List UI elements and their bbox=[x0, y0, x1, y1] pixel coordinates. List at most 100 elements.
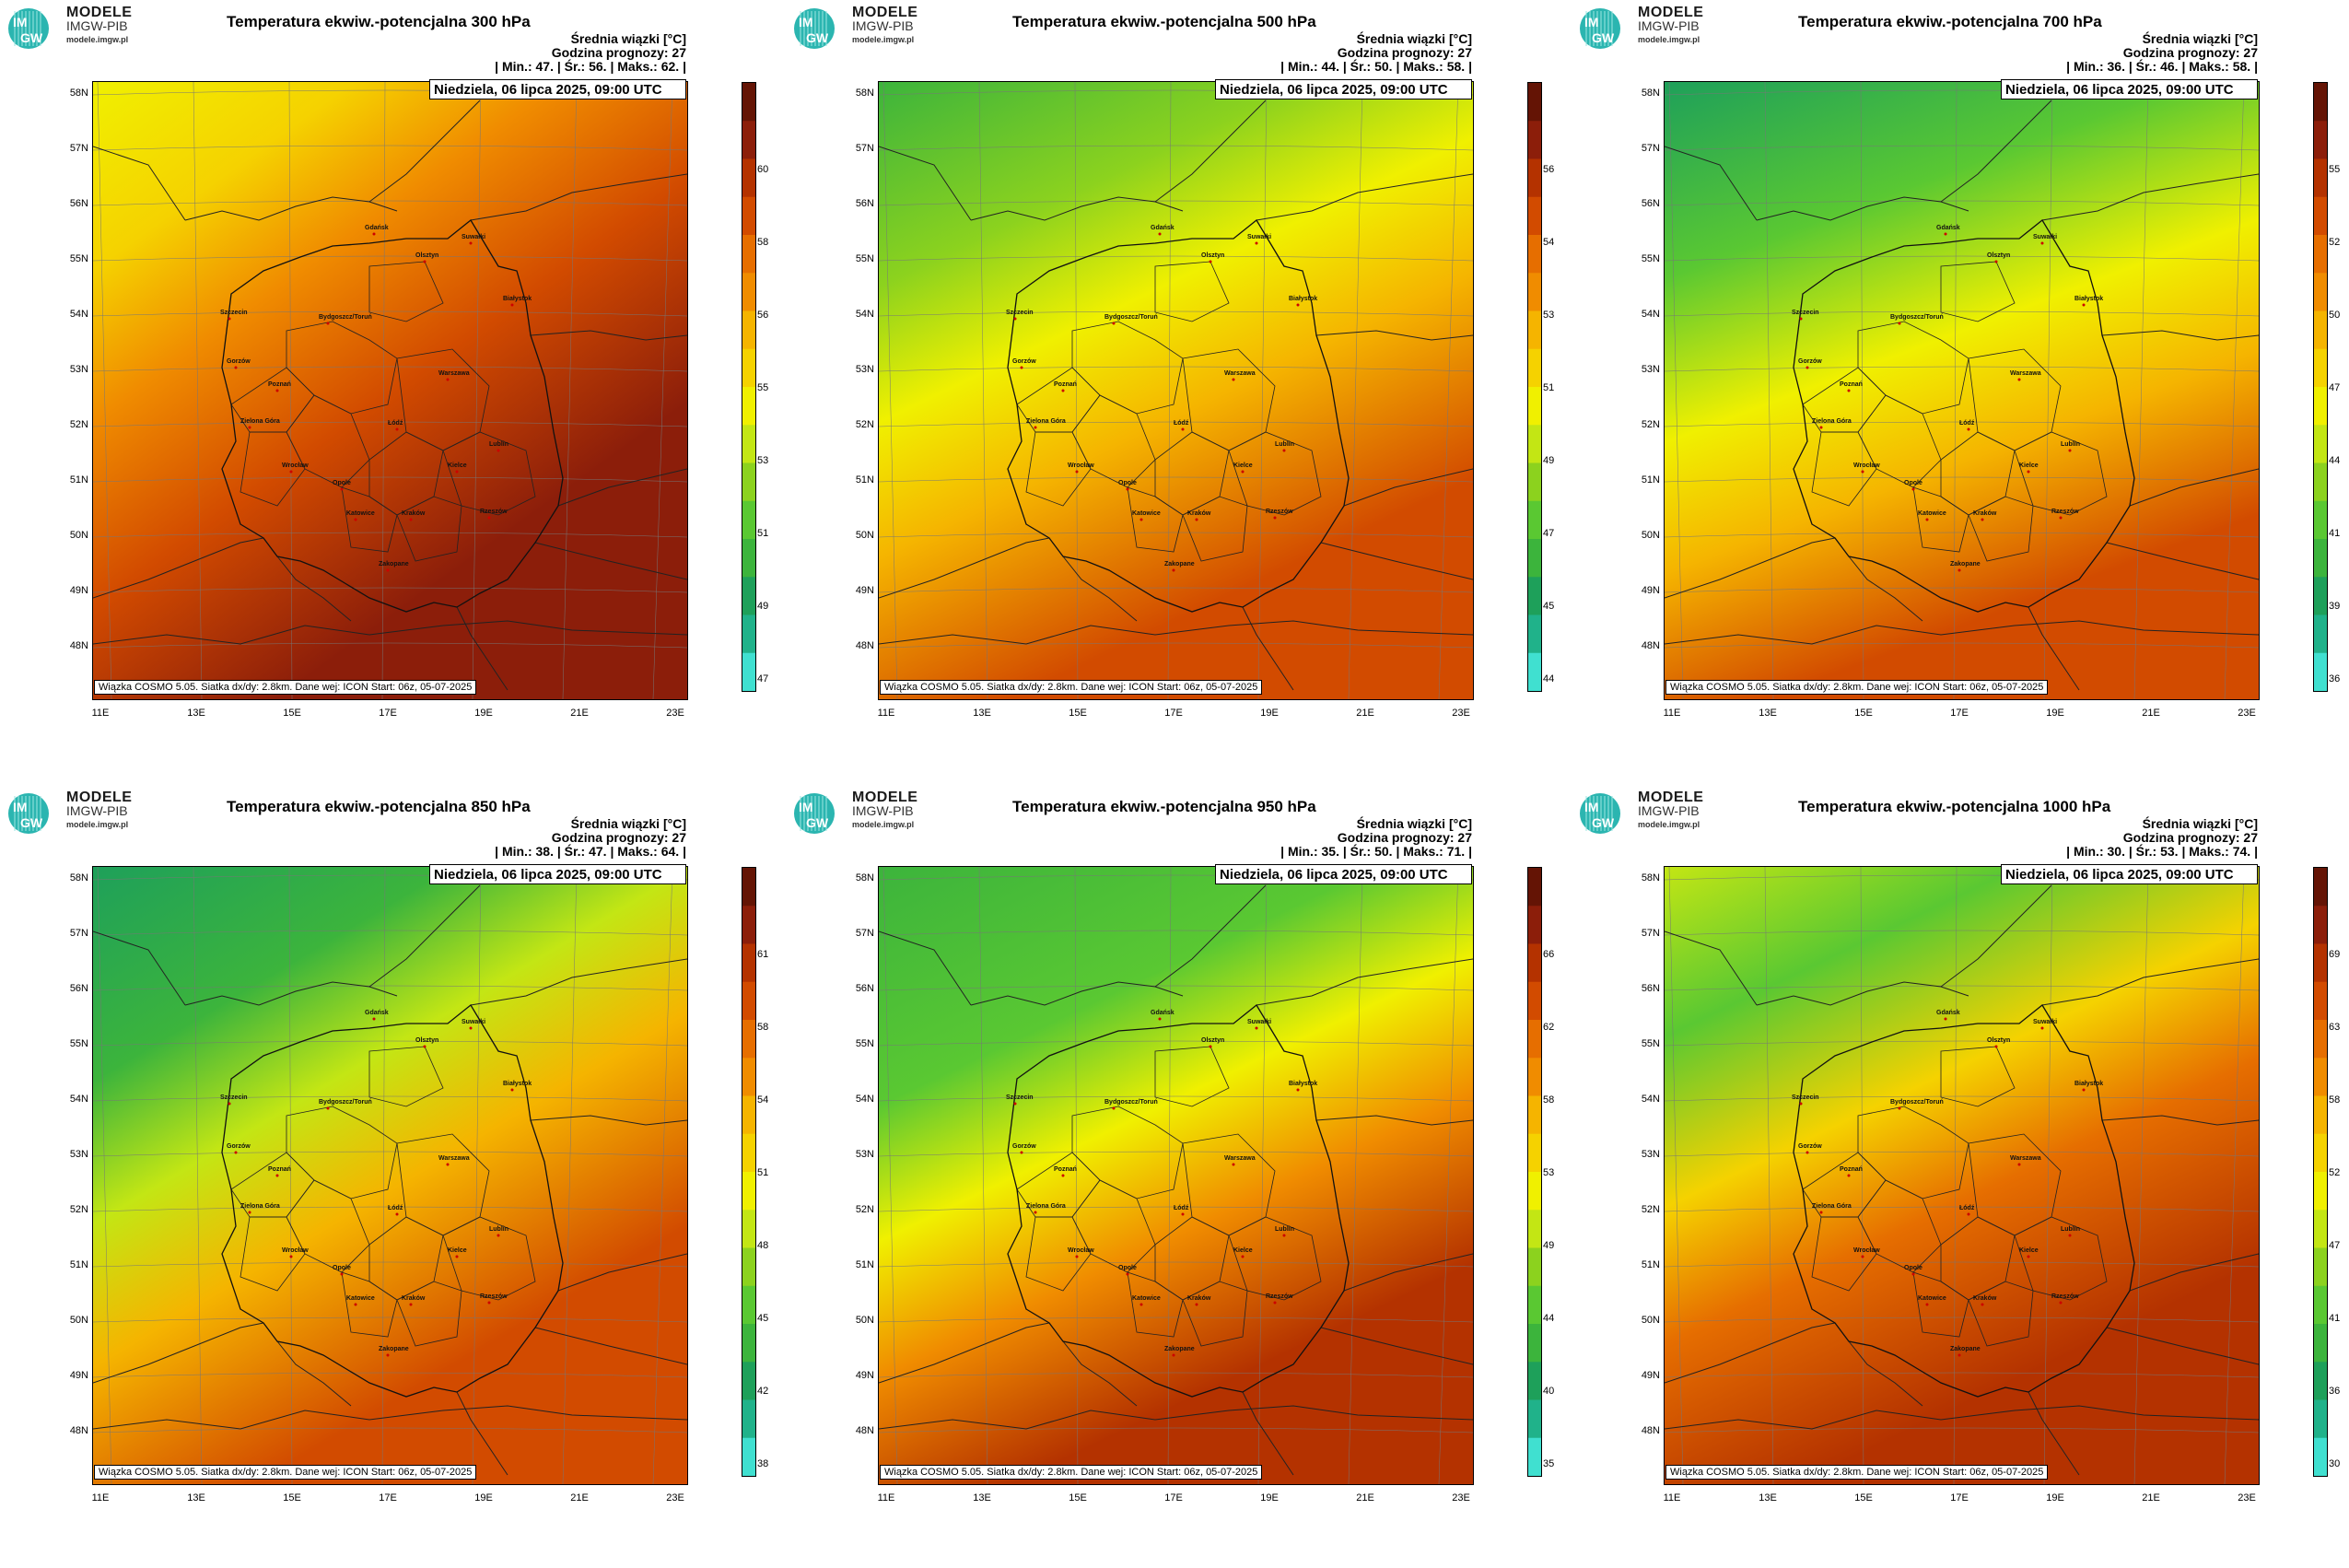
forecast-hour: Godzina prognozy: 27 bbox=[551, 830, 686, 845]
grid-meridian bbox=[882, 867, 898, 1484]
country-border bbox=[368, 884, 481, 988]
city-marker bbox=[1898, 322, 1901, 325]
latitude-label: 55N bbox=[855, 253, 874, 264]
datetime-box: Niedziela, 06 lipca 2025, 09:00 UTC bbox=[2001, 864, 2258, 884]
brand-block: MODELE IMGW-PIB modele.imgw.pl bbox=[66, 790, 132, 832]
longitude-label: 17E bbox=[1950, 708, 1969, 719]
map-area[interactable]: Gdańsk Olsztyn Suwałki Szczecin Białystok Byd… bbox=[1664, 866, 2260, 1485]
colorbar-segment bbox=[2314, 425, 2327, 463]
colorbar-segment bbox=[742, 1020, 755, 1059]
temperature-field bbox=[879, 867, 1473, 1484]
city-marker bbox=[1139, 1303, 1143, 1306]
city-marker bbox=[446, 1163, 450, 1166]
brand-url[interactable]: modele.imgw.pl bbox=[66, 35, 129, 44]
map-area[interactable]: Gdańsk Olsztyn Suwałki Szczecin Białystok Byd… bbox=[92, 81, 688, 700]
voivodeship-border bbox=[1025, 431, 1092, 507]
city-label: Katowice bbox=[1918, 510, 1946, 517]
city-marker bbox=[1898, 1106, 1901, 1110]
city-label: Poznań bbox=[1840, 1166, 1863, 1173]
longitude-label: 13E bbox=[187, 1492, 205, 1504]
colorbar-tick: 51 bbox=[757, 528, 769, 539]
grid-parallel bbox=[879, 366, 1473, 372]
colorbar bbox=[2313, 867, 2328, 1477]
forecast-panel: IM GW MODELE IMGW-PIB modele.imgw.pl Temperat… bbox=[1572, 785, 2349, 1568]
brand-subtitle: IMGW-PIB bbox=[1638, 18, 1700, 33]
colorbar-segment bbox=[742, 577, 755, 615]
city-marker bbox=[1925, 518, 1929, 521]
city-label: Lublin bbox=[1275, 1226, 1294, 1233]
brand-url[interactable]: modele.imgw.pl bbox=[1638, 35, 1700, 44]
latitude-label: 57N bbox=[1641, 143, 1660, 154]
city-marker bbox=[1075, 470, 1079, 474]
forecast-panel: IM GW MODELE IMGW-PIB modele.imgw.pl Temperat… bbox=[1572, 0, 2349, 783]
info-title: Średnia wiązki [°C] bbox=[570, 31, 686, 46]
grid-parallel bbox=[93, 1040, 687, 1047]
grid-parallel bbox=[1665, 476, 2259, 483]
country-border bbox=[93, 1405, 687, 1430]
city-label: Lublin bbox=[2061, 1226, 2080, 1233]
city-label: Warszawa bbox=[438, 1155, 470, 1162]
city-marker bbox=[372, 232, 376, 236]
map-area[interactable]: Gdańsk Olsztyn Suwałki Szczecin Białystok Byd… bbox=[878, 81, 1474, 700]
city-label: Gdańsk bbox=[1936, 225, 1960, 231]
colorbar-segment bbox=[1528, 1362, 1541, 1400]
longitude-label: 23E bbox=[1452, 1492, 1470, 1504]
map-area[interactable]: Gdańsk Olsztyn Suwałki Szczecin Białystok Byd… bbox=[92, 866, 688, 1485]
brand-url[interactable]: modele.imgw.pl bbox=[852, 35, 915, 44]
longitude-label: 11E bbox=[1663, 708, 1681, 719]
city-marker bbox=[1158, 232, 1162, 236]
city-marker bbox=[1967, 427, 1970, 431]
latitude-label: 50N bbox=[855, 1315, 874, 1326]
grid-parallel bbox=[1665, 985, 2259, 991]
latitude-label: 55N bbox=[69, 253, 88, 264]
city-label: Zielona Góra bbox=[240, 1203, 280, 1210]
colorbar-segment bbox=[742, 462, 755, 501]
brand-url[interactable]: modele.imgw.pl bbox=[66, 820, 129, 829]
country-border bbox=[456, 606, 508, 691]
city-marker bbox=[1195, 518, 1198, 521]
country-border bbox=[2129, 1253, 2259, 1292]
longitude-label: 15E bbox=[1854, 708, 1873, 719]
longitude-label: 21E bbox=[570, 1492, 589, 1504]
map-title: Temperatura ekwiw.-potencjalna 500 hPa bbox=[1012, 13, 1316, 30]
colorbar-segment bbox=[1528, 1210, 1541, 1248]
colorbar-tick: 52 bbox=[2329, 237, 2341, 248]
city-marker bbox=[1255, 1026, 1258, 1030]
colorbar-tick: 49 bbox=[757, 601, 769, 612]
longitude-label: 17E bbox=[1950, 1492, 1969, 1504]
grid-meridian bbox=[2133, 82, 2149, 699]
colorbar-tick: 58 bbox=[2329, 1094, 2341, 1106]
city-label: Olsztyn bbox=[1987, 1037, 2010, 1044]
map-area[interactable]: Gdańsk Olsztyn Suwałki Szczecin Białystok Byd… bbox=[878, 866, 1474, 1485]
grid-parallel bbox=[879, 587, 1473, 593]
map-area[interactable]: Gdańsk Olsztyn Suwałki Szczecin Białystok Byd… bbox=[1664, 81, 2260, 700]
brand-url[interactable]: modele.imgw.pl bbox=[1638, 820, 1700, 829]
city-marker bbox=[497, 1234, 500, 1237]
brand-url[interactable]: modele.imgw.pl bbox=[852, 820, 915, 829]
grid-parallel bbox=[1665, 310, 2259, 317]
city-label: Bydgoszcz/Toruń bbox=[1104, 314, 1158, 321]
grid-parallel bbox=[93, 930, 687, 936]
grid-parallel bbox=[93, 532, 687, 538]
city-marker bbox=[1013, 317, 1017, 321]
grid-parallel bbox=[879, 476, 1473, 483]
country-border bbox=[93, 537, 264, 599]
city-marker bbox=[1799, 317, 1803, 321]
colorbar-tick: 53 bbox=[1543, 310, 1555, 321]
city-marker bbox=[1847, 389, 1851, 392]
grid-parallel bbox=[1665, 1151, 2259, 1157]
colorbar-segment bbox=[2314, 1058, 2327, 1096]
colorbar-segment bbox=[742, 1324, 755, 1363]
latitude-label: 57N bbox=[855, 143, 874, 154]
grid-parallel bbox=[879, 1040, 1473, 1047]
latitude-label: 49N bbox=[855, 585, 874, 596]
city-label: Katowice bbox=[1132, 1295, 1161, 1302]
city-label: Poznań bbox=[268, 381, 291, 388]
city-marker bbox=[1806, 1151, 1809, 1154]
colorbar-segment bbox=[1528, 348, 1541, 388]
city-label: Opole bbox=[1118, 1265, 1137, 1271]
latitude-label: 56N bbox=[855, 983, 874, 994]
grid-meridian bbox=[1668, 82, 1684, 699]
grid-parallel bbox=[93, 421, 687, 427]
voivodeship-border bbox=[230, 1152, 315, 1218]
